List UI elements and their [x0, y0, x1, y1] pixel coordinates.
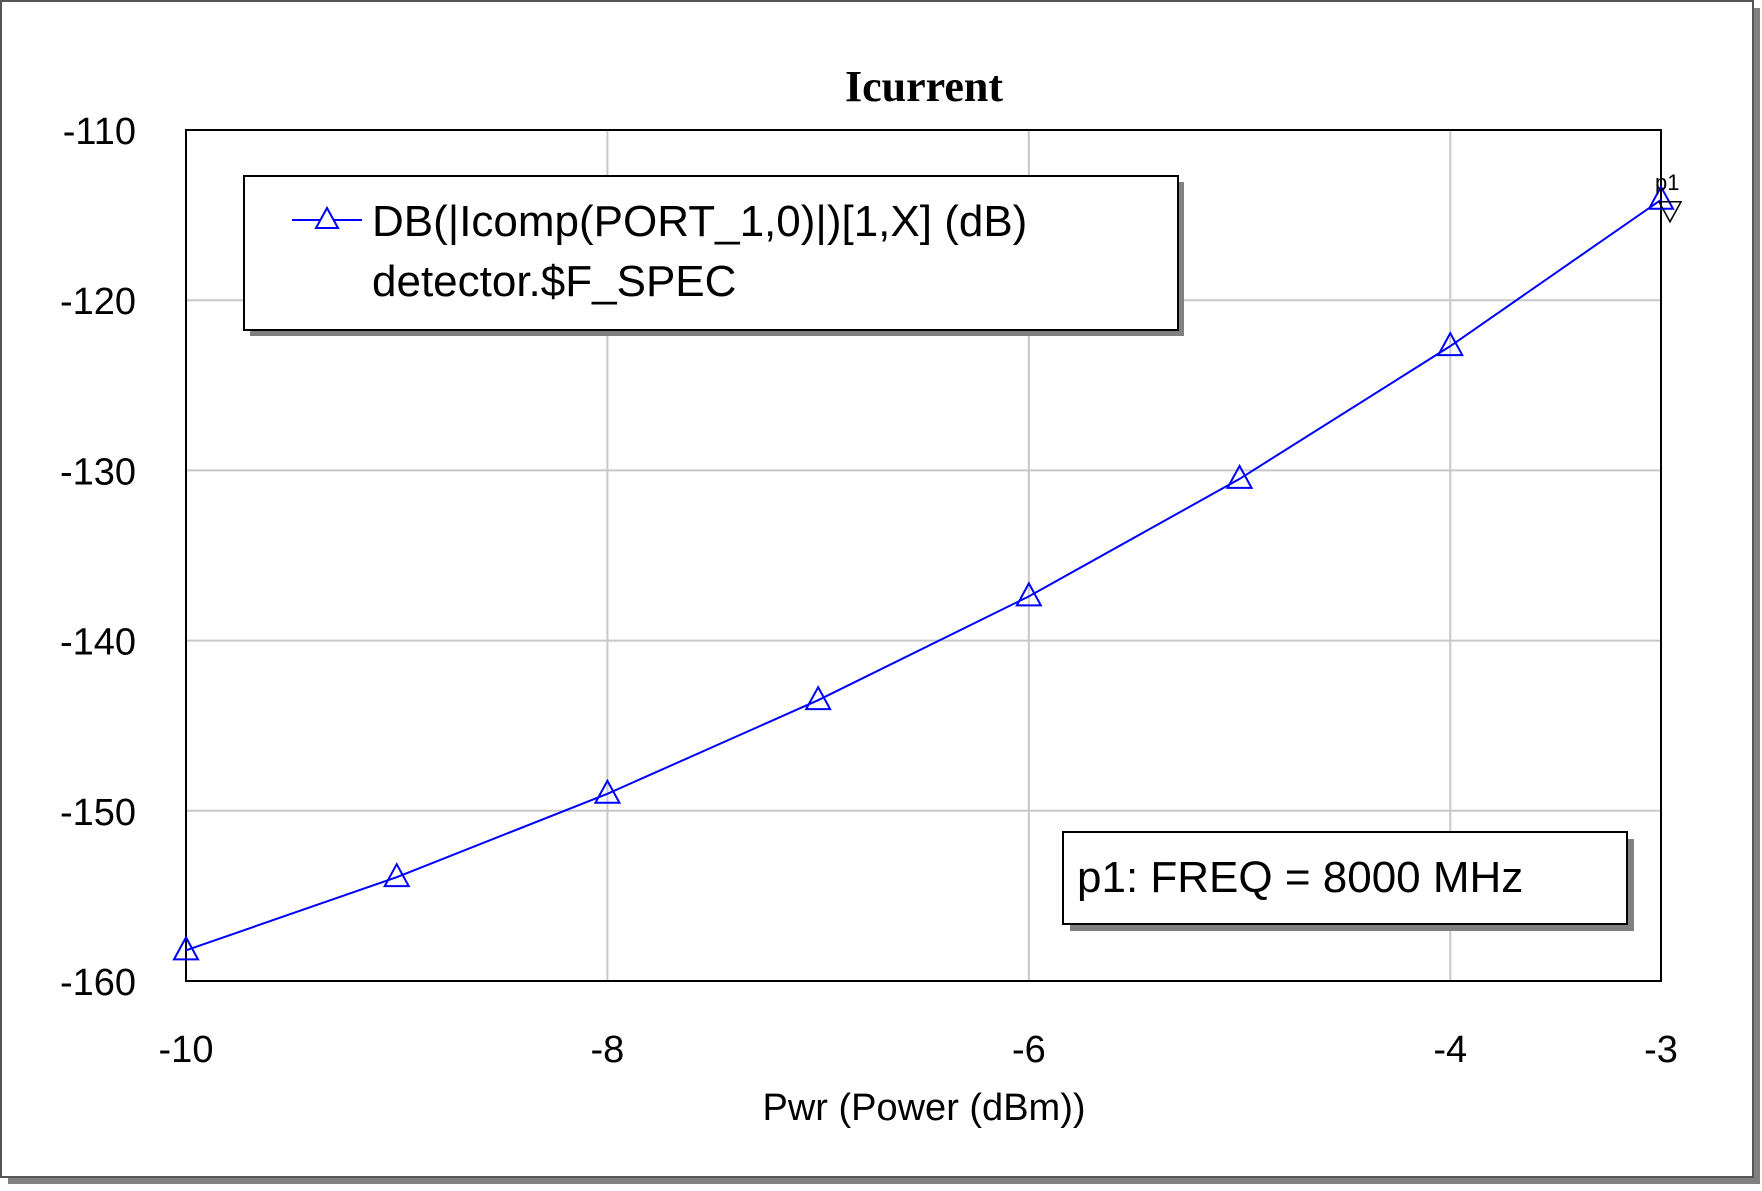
- x-tick-label: -10: [159, 1029, 214, 1071]
- data-point-marker[interactable]: [1436, 331, 1464, 357]
- data-point-marker[interactable]: [1015, 581, 1043, 607]
- plot-area-border: [185, 129, 1662, 982]
- legend-series-name-line2: detector.$F_SPEC: [372, 257, 736, 306]
- data-point-marker[interactable]: [1647, 184, 1675, 210]
- x-tick-label: -6: [1012, 1029, 1046, 1071]
- y-tick-label: -150: [60, 792, 136, 834]
- legend-triangle-icon: [314, 205, 340, 229]
- marker-p1-icon[interactable]: [1657, 201, 1683, 224]
- y-tick-label: -130: [60, 451, 136, 493]
- x-tick-label: -3: [1644, 1029, 1678, 1071]
- x-axis-label: Pwr (Power (dBm)): [762, 1087, 1085, 1129]
- legend-series-name: DB(|Icomp(PORT_1,0)|)[1,X] (dB): [372, 197, 1027, 246]
- y-tick-label: -120: [60, 281, 136, 323]
- y-tick-label: -160: [60, 962, 136, 1004]
- data-point-marker[interactable]: [593, 778, 622, 804]
- legend[interactable]: DB(|Icomp(PORT_1,0)|)[1,X] (dB) detector…: [243, 175, 1184, 336]
- marker-annotation-box[interactable]: p1: FREQ = 8000 MHz: [1062, 831, 1634, 931]
- data-point-marker[interactable]: [172, 935, 200, 961]
- y-tick-labels: -110 -120 -130 -140 -150 -160: [60, 111, 136, 1004]
- y-tick-label: -110: [63, 111, 136, 153]
- x-tick-labels: -10 -8 -6 -4 -3: [159, 1029, 1678, 1071]
- data-point-marker[interactable]: [383, 862, 411, 888]
- series-line: [185, 198, 1662, 952]
- chart-title: Icurrent: [845, 62, 1003, 111]
- marker-readout: p1: FREQ = 8000 MHz: [1077, 853, 1523, 902]
- marker-p1-tag: p1: [1655, 170, 1679, 195]
- x-tick-label: -4: [1433, 1029, 1467, 1071]
- data-point-marker[interactable]: [1225, 463, 1254, 489]
- y-tick-label: -140: [60, 622, 136, 664]
- data-point-marker[interactable]: [804, 685, 832, 711]
- marker-box: [1062, 831, 1628, 925]
- series-group: p1: [172, 170, 1683, 961]
- legend-box: [243, 175, 1179, 331]
- x-tick-label: -8: [591, 1029, 625, 1071]
